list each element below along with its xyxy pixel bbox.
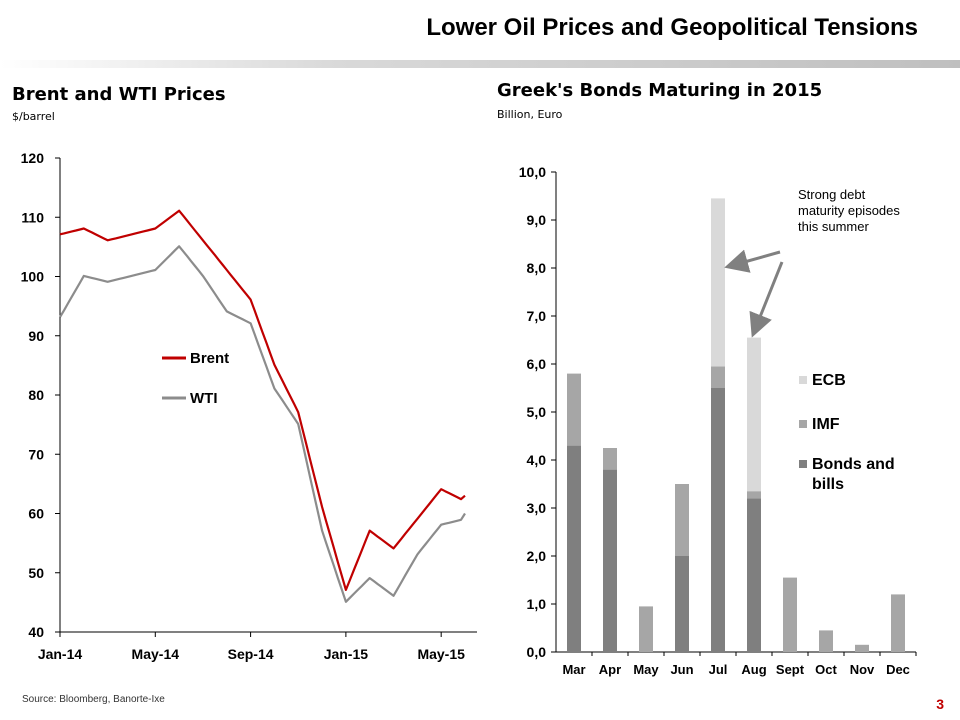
bar-x-tick-label: Sept [776,662,805,677]
line-x-tick-label: Jan-15 [324,646,369,662]
bar-x-tick-label: Dec [886,662,910,677]
bar-x-tick-label: Mar [562,662,585,677]
page-number: 3 [936,696,944,712]
oil-price-line-chart: 40 50 60 70 80 90 100 110 120 Jan-14 May-14 Sep-14 J… [21,150,477,662]
line-y-tick-label: 50 [28,565,44,581]
line-y-tick-label: 120 [21,150,45,166]
bar-x-tick-label: Jul [709,662,728,677]
bar-y-tick-label: 3,0 [527,500,547,516]
bar-x-tick-label: Nov [850,662,875,677]
bar-x-tick-label: Oct [815,662,837,677]
line-y-tick-label: 80 [28,387,44,403]
legend-label-wti: WTI [190,390,218,407]
bar-segment-sept-imf [783,577,797,652]
line-x-tick-label: Sep-14 [228,646,274,662]
legend-swatch-imf [799,420,807,428]
legend-label-ecb: ECB [812,372,846,389]
line-y-tick-label: 110 [21,209,44,225]
bar-segment-aug-ecb [747,337,761,492]
bar-segment-aug-bonds-and-bills [747,498,761,652]
bar-y-tick-label: 4,0 [527,452,547,468]
bar-segment-jun-imf [675,484,689,556]
annotation-arrow-jul [724,249,781,273]
line-y-tick-label: 40 [28,624,44,640]
bar-segment-apr-bonds-and-bills [603,469,617,652]
bar-y-tick-label: 9,0 [527,212,547,228]
right-chart-subtitle: Billion, Euro [497,108,563,121]
bar-y-tick-label: 1,0 [527,596,547,612]
chart-annotation: Strong debt maturity episodes this summe… [798,187,900,234]
legend-swatch-ecb [799,376,807,384]
line-series-wti [59,245,466,603]
annotation-arrow-aug [749,261,784,338]
greek-bonds-bar-chart: 0,0 1,0 2,0 3,0 4,0 5,0 6,0 7,0 8,0 9,0 10,0 Mar Apr… [519,164,917,677]
bar-x-tick-label: Apr [599,662,621,677]
bar-x-tick-label: May [633,662,659,677]
bar-segment-jul-imf [711,366,725,388]
bar-segment-mar-imf [567,373,581,446]
line-y-tick-label: 70 [28,446,44,462]
bar-segment-jul-ecb [711,198,725,367]
left-chart-title: Brent and WTI Prices [12,84,226,105]
legend-label-brent: Brent [190,350,229,367]
annotation-arrows [724,249,784,338]
legend-label-bonds-and-bills: Bonds and bills [812,456,895,493]
line-y-tick-label: 90 [28,328,44,344]
bar-y-tick-label: 6,0 [527,356,547,372]
right-chart-title: Greek's Bonds Maturing in 2015 [497,80,823,101]
bar-segment-nov-imf [855,644,869,652]
line-series-brent [59,209,466,591]
bar-y-tick-label: 10,0 [519,164,546,180]
bar-segment-apr-imf [603,448,617,470]
line-y-tick-label: 60 [28,506,44,522]
line-y-tick-label: 100 [21,269,45,285]
bar-segment-may-imf [639,606,653,652]
legend-label-imf: IMF [812,416,840,433]
bar-y-tick-label: 2,0 [527,548,547,564]
bar-x-tick-label: Aug [741,662,766,677]
bar-y-tick-label: 5,0 [527,404,547,420]
bar-segment-oct-imf [819,630,833,652]
bar-segment-jun-bonds-and-bills [675,556,689,652]
title-divider [0,60,960,68]
bar-y-tick-label: 8,0 [527,260,547,276]
left-chart-subtitle: $/barrel [12,110,55,123]
line-x-tick-label: May-15 [417,646,465,662]
bar-y-tick-label: 7,0 [527,308,547,324]
bar-segment-aug-imf [747,491,761,499]
source-note: Source: Bloomberg, Banorte-Ixe [22,694,165,705]
line-x-tick-label: May-14 [132,646,180,662]
bar-segment-dec-imf [891,594,905,652]
legend-swatch-bonds-and-bills [799,460,807,468]
page-title: Lower Oil Prices and Geopolitical Tensio… [426,14,918,41]
bar-segment-mar-bonds-and-bills [567,445,581,652]
bar-x-tick-label: Jun [670,662,693,677]
bar-y-tick-label: 0,0 [527,644,547,660]
bar-segment-jul-bonds-and-bills [711,388,725,652]
line-x-tick-label: Jan-14 [38,646,83,662]
